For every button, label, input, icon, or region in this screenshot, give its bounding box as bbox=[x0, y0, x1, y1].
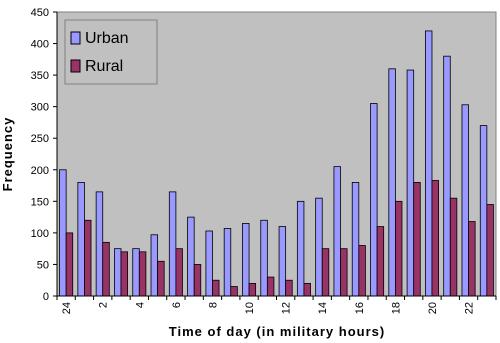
bar bbox=[77, 181, 85, 297]
x-tick-label: 24 bbox=[61, 302, 73, 314]
x-tick-label: 20 bbox=[427, 302, 439, 314]
bar bbox=[95, 191, 104, 297]
bar bbox=[321, 248, 330, 297]
bar bbox=[102, 241, 110, 297]
y-tick-label: 50 bbox=[37, 259, 49, 271]
bar bbox=[84, 219, 92, 297]
bar bbox=[114, 248, 122, 297]
bar bbox=[260, 219, 268, 297]
legend-swatch bbox=[70, 31, 81, 45]
bar bbox=[175, 248, 183, 297]
bar bbox=[212, 279, 220, 297]
bar bbox=[230, 286, 238, 297]
x-tick-label: 22 bbox=[464, 302, 476, 314]
bar bbox=[303, 282, 311, 297]
bar bbox=[59, 169, 67, 297]
legend-label: Rural bbox=[85, 58, 123, 75]
x-axis-title: Time of day (in military hours) bbox=[169, 324, 385, 339]
bar bbox=[248, 282, 257, 297]
y-tick-label: 100 bbox=[31, 228, 49, 240]
bar bbox=[266, 276, 275, 297]
bar bbox=[449, 197, 458, 297]
bar bbox=[351, 181, 360, 297]
x-tick-label: 6 bbox=[171, 302, 183, 308]
bar bbox=[315, 197, 323, 297]
y-tick-label: 150 bbox=[31, 196, 49, 208]
y-tick-label: 250 bbox=[31, 133, 49, 145]
y-tick-label: 350 bbox=[31, 70, 49, 82]
x-tick-label: 12 bbox=[281, 302, 293, 314]
legend-label: Urban bbox=[85, 30, 129, 47]
bar bbox=[285, 279, 293, 297]
y-tick-label: 0 bbox=[43, 291, 49, 303]
bar bbox=[242, 223, 250, 297]
bar bbox=[413, 181, 421, 297]
x-tick-label: 14 bbox=[317, 302, 329, 314]
bar bbox=[333, 166, 341, 297]
bar bbox=[187, 216, 195, 297]
bar bbox=[340, 248, 348, 297]
bar bbox=[138, 251, 147, 297]
bar bbox=[479, 125, 488, 297]
legend-box bbox=[64, 19, 158, 85]
bar bbox=[157, 260, 165, 297]
bar bbox=[120, 251, 129, 297]
y-tick-label: 400 bbox=[31, 39, 49, 51]
y-tick-label: 200 bbox=[31, 165, 49, 177]
bar bbox=[388, 68, 396, 297]
y-tick-label: 300 bbox=[31, 102, 49, 114]
legend-swatch bbox=[70, 59, 81, 73]
bar bbox=[193, 264, 202, 297]
bar bbox=[132, 248, 140, 297]
x-tick-label: 10 bbox=[244, 302, 256, 314]
bar bbox=[168, 191, 177, 297]
bar bbox=[65, 232, 74, 297]
bar bbox=[461, 104, 469, 297]
bar bbox=[431, 180, 439, 297]
y-tick-label: 450 bbox=[31, 7, 49, 19]
x-tick-label: 2 bbox=[98, 302, 110, 308]
bar bbox=[376, 226, 385, 297]
bar bbox=[223, 228, 232, 297]
x-tick-label: 18 bbox=[390, 302, 402, 314]
bar bbox=[370, 103, 378, 297]
y-axis-title: Frequency bbox=[0, 117, 15, 192]
bar bbox=[150, 234, 159, 297]
bar bbox=[278, 226, 287, 297]
bar bbox=[358, 245, 366, 297]
bar bbox=[205, 230, 213, 297]
x-tick-label: 8 bbox=[207, 302, 219, 308]
bar bbox=[443, 55, 451, 297]
x-tick-label: 16 bbox=[354, 302, 366, 314]
bar bbox=[424, 30, 433, 297]
bar bbox=[468, 221, 476, 297]
bar bbox=[486, 204, 494, 297]
x-tick-label: 4 bbox=[134, 302, 146, 308]
bar bbox=[296, 200, 305, 297]
bar bbox=[394, 200, 403, 297]
bar bbox=[406, 69, 415, 297]
